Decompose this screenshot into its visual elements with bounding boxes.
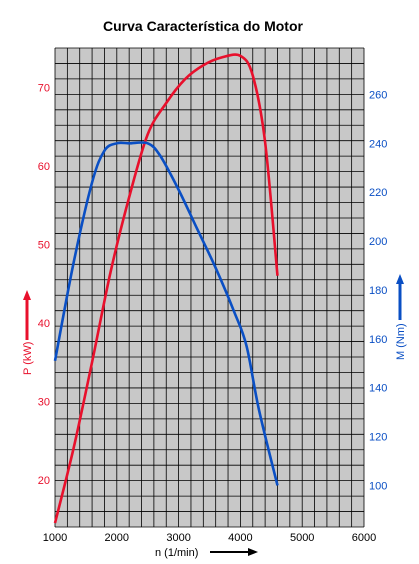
x-tick-label: 2000 [105, 532, 129, 544]
plot-area [55, 48, 364, 527]
x-tick-label: 4000 [228, 532, 252, 544]
x-tick-label: 1000 [43, 532, 67, 544]
right-tick-label: 240 [369, 138, 387, 150]
x-tick-labels: 1000 2000 3000 4000 5000 6000 [43, 532, 376, 544]
left-tick-label: 20 [38, 475, 50, 487]
left-tick-label: 70 [38, 82, 50, 94]
left-tick-label: 60 [38, 161, 50, 173]
right-tick-label: 220 [369, 187, 387, 199]
right-tick-label: 120 [369, 432, 387, 444]
left-axis-arrow-icon [23, 290, 31, 340]
left-tick-label: 40 [38, 318, 50, 330]
right-axis-label: M (Nm) [395, 323, 407, 360]
torque-curve [53, 141, 279, 486]
right-tick-label: 160 [369, 334, 387, 346]
left-tick-label: 30 [38, 396, 50, 408]
x-tick-label: 5000 [290, 532, 314, 544]
left-tick-labels: 20 30 40 50 60 70 [38, 82, 50, 487]
x-axis-arrow-icon [210, 548, 258, 556]
series-group [53, 53, 279, 524]
x-axis-label: n (1/min) [155, 547, 198, 559]
grid-lines [54, 47, 365, 528]
right-tick-label: 200 [369, 236, 387, 248]
chart-title: Curva Característica do Motor [103, 18, 303, 34]
x-tick-label: 3000 [166, 532, 190, 544]
left-axis-label: P (kW) [22, 342, 34, 375]
right-tick-labels: 100 120 140 160 180 200 220 240 260 [369, 89, 387, 492]
right-tick-label: 140 [369, 383, 387, 395]
right-axis-arrow-icon [396, 274, 404, 320]
x-tick-label: 6000 [352, 532, 376, 544]
right-tick-label: 260 [369, 89, 387, 101]
power-curve [53, 53, 279, 524]
right-tick-label: 100 [369, 480, 387, 492]
right-tick-label: 180 [369, 285, 387, 297]
left-tick-label: 50 [38, 239, 50, 251]
